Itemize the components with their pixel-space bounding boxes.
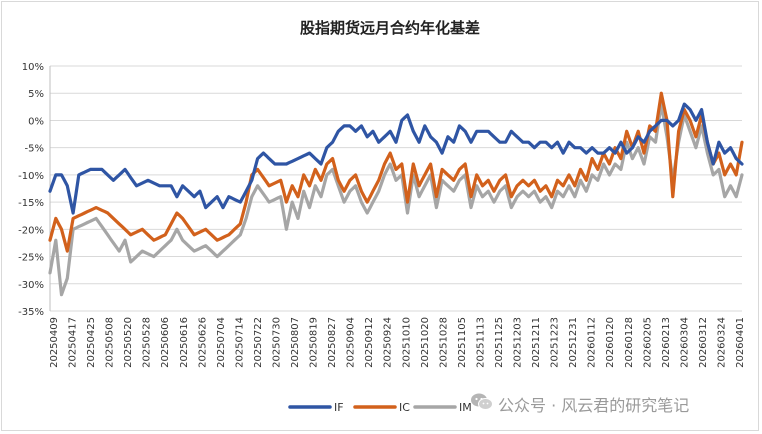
x-tick-label: 20251203 [513, 317, 524, 368]
x-tick-label: 20250417 [68, 317, 79, 368]
legend-label-if: IF [334, 401, 344, 414]
y-tick-label: -10% [18, 171, 44, 182]
x-tick-label: 20250904 [346, 317, 357, 368]
series-lines [48, 91, 744, 297]
x-tick-label: 20251020 [420, 317, 431, 368]
y-tick-label: -35% [18, 307, 44, 318]
x-tick-label: 20251113 [475, 317, 486, 368]
x-tick-label: 20250714 [234, 317, 245, 368]
x-tick-label: 20251231 [568, 317, 579, 368]
legend-label-ic: IC [399, 401, 410, 414]
x-tick-label: 20250827 [327, 317, 338, 368]
x-tick-label: 20250807 [290, 317, 301, 368]
series-line-im [48, 102, 744, 297]
chart-title: 股指期货远月合约年化基差 [300, 19, 480, 37]
x-tick-label: 20250508 [105, 317, 116, 368]
x-tick-label: 20250520 [123, 317, 134, 368]
y-tick-label: -30% [18, 280, 44, 291]
y-tick-label: 10% [22, 62, 44, 73]
x-tick-label: 20251125 [494, 317, 505, 368]
x-tick-label: 20250704 [216, 317, 227, 368]
x-tick-label: 20260205 [642, 317, 653, 368]
x-tick-label: 20251211 [531, 317, 542, 368]
x-tick-label: 20250912 [364, 317, 375, 368]
legend-label-im: IM [459, 401, 472, 414]
x-tick-label: 20260304 [679, 317, 690, 368]
legend: IF IC IM [288, 401, 472, 414]
wechat-icon [470, 393, 494, 414]
x-tick-label: 20260401 [735, 317, 746, 368]
y-tick-label: -25% [18, 253, 44, 264]
x-tick-label: 20251105 [457, 317, 468, 368]
series-line-if [48, 102, 744, 215]
x-tick-label: 20250924 [383, 317, 394, 368]
x-tick-label: 20260324 [716, 317, 727, 368]
y-tick-label: -5% [25, 144, 44, 155]
x-tick-label: 20260213 [661, 317, 672, 368]
watermark: 公众号 · 风云君的研究笔记 [470, 392, 689, 416]
y-tick-label: -20% [18, 225, 44, 236]
y-axis-ticks: 10% 5% 0% -5% -10% -15% -20% -25% -30% -35% [18, 62, 44, 318]
gridlines [49, 65, 742, 312]
y-tick-label: 5% [28, 89, 44, 100]
x-tick-label: 20250606 [160, 317, 171, 368]
x-tick-label: 20250730 [271, 317, 282, 368]
x-tick-label: 20260312 [698, 317, 709, 368]
x-tick-label: 20250425 [86, 317, 97, 368]
x-axis-ticks: 20250409 20250417 20250425 20250508 20250520… [49, 317, 746, 368]
x-tick-label: 20250722 [253, 317, 264, 368]
y-tick-label: 0% [28, 116, 44, 127]
x-tick-label: 20250819 [309, 317, 320, 368]
x-tick-label: 20260112 [587, 317, 598, 368]
x-tick-label: 20251028 [438, 317, 449, 368]
x-tick-label: 20260120 [605, 317, 616, 368]
series-line-ic [48, 91, 744, 253]
y-tick-label: -15% [18, 198, 44, 209]
x-tick-label: 20250528 [142, 317, 153, 368]
x-tick-label: 20251010 [401, 317, 412, 368]
x-tick-label: 20260128 [624, 317, 635, 368]
x-tick-label: 20250616 [179, 317, 190, 368]
x-tick-label: 20251223 [550, 317, 561, 368]
x-tick-label: 20250626 [197, 317, 208, 368]
watermark-text: 公众号 · 风云君的研究笔记 [498, 396, 690, 415]
x-tick-label: 20250409 [49, 317, 60, 368]
